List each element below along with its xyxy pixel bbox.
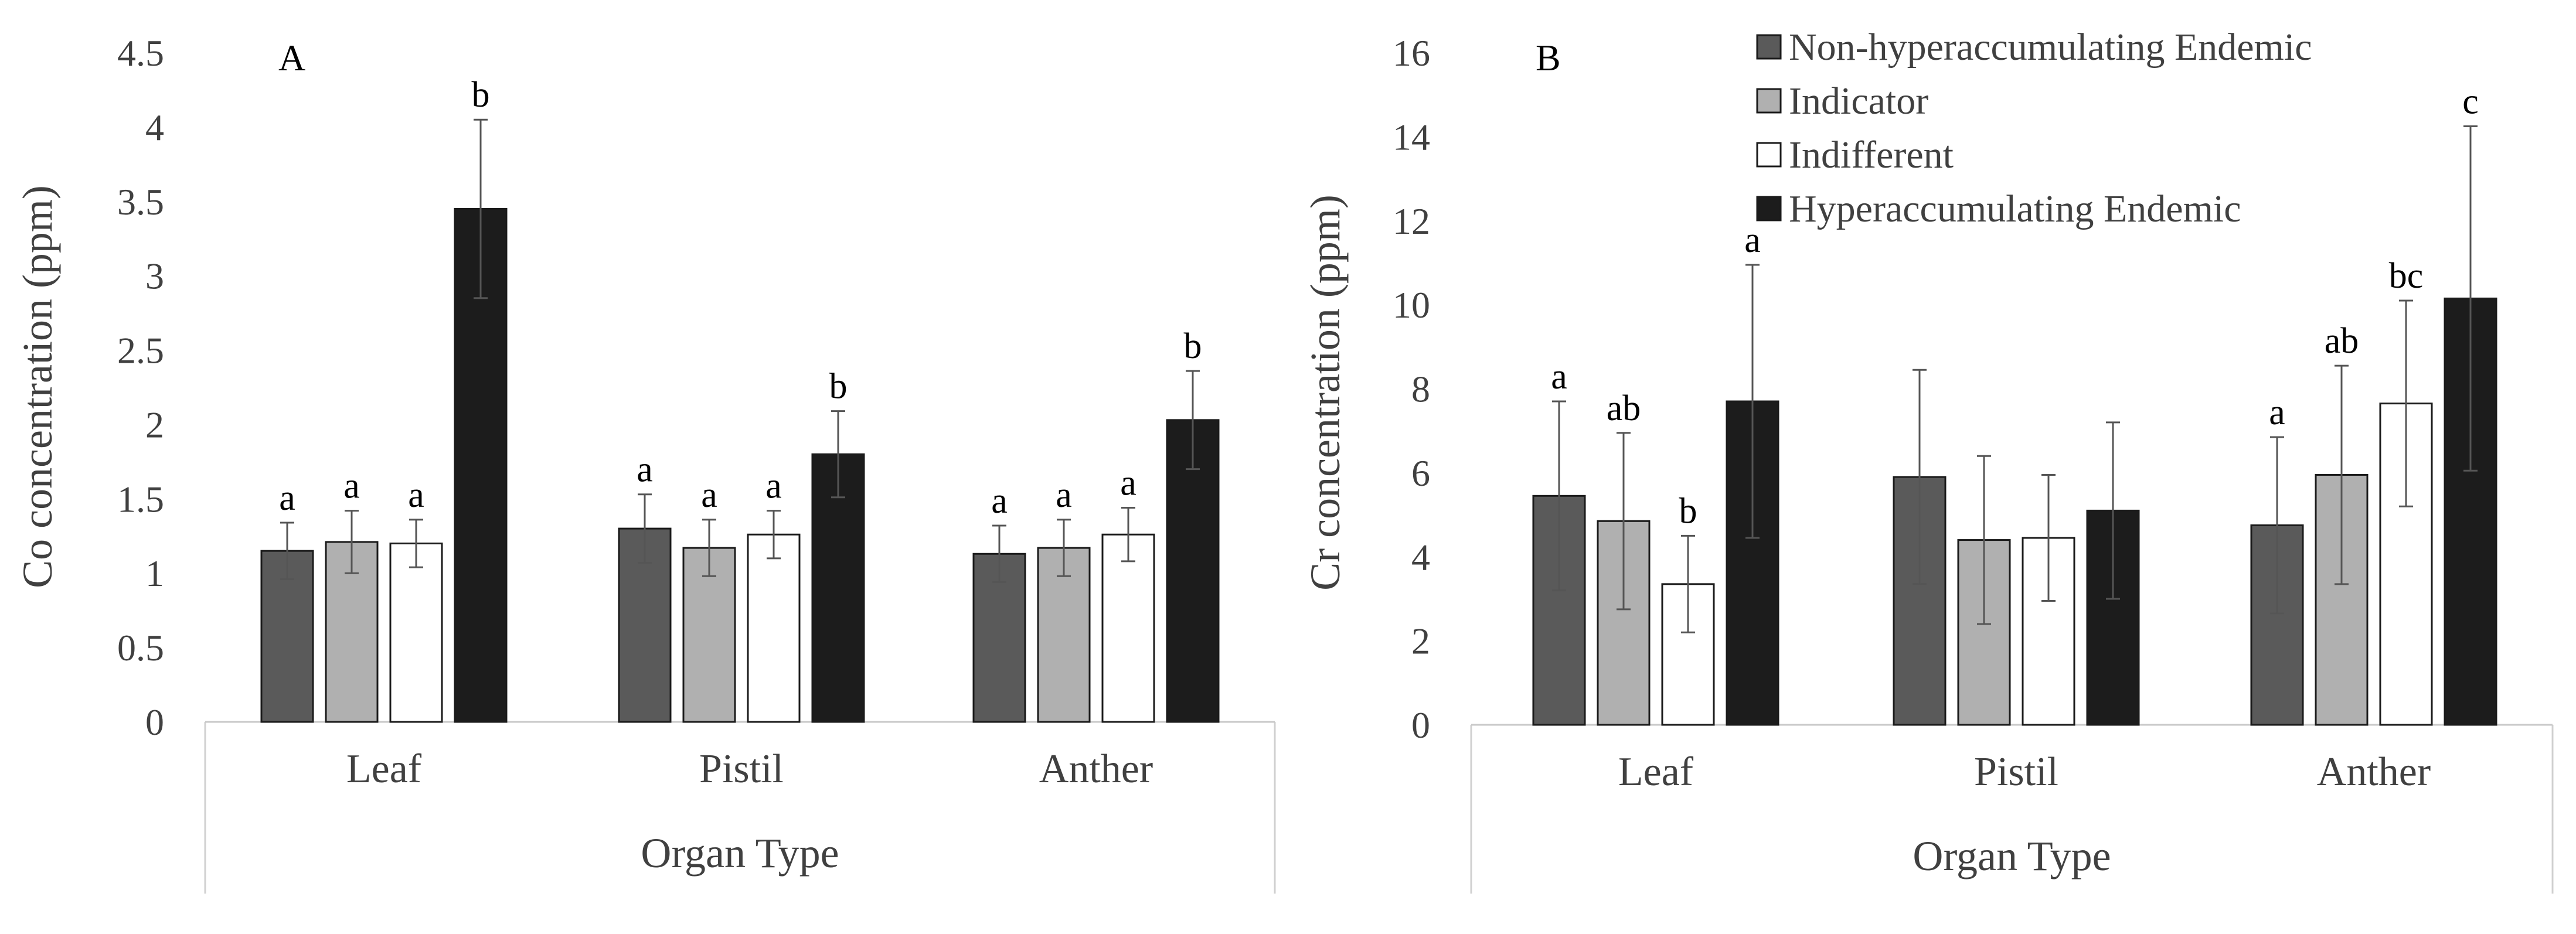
y-tick-label: 4: [145, 107, 164, 148]
legend-swatch: [1757, 89, 1781, 113]
y-tick-label: 2: [1411, 621, 1430, 662]
significance-letter: c: [2462, 81, 2479, 121]
significance-letter: ab: [2325, 321, 2359, 361]
y-tick-label: 16: [1393, 32, 1430, 74]
legend-swatch: [1757, 143, 1781, 166]
y-tick-label: 10: [1393, 284, 1430, 326]
bar: [390, 543, 442, 722]
legend-label: Indicator: [1789, 80, 1928, 122]
legend-swatch: [1757, 197, 1781, 220]
panel-label: B: [1536, 37, 1561, 79]
y-tick-label: 12: [1393, 200, 1430, 242]
significance-letter: a: [279, 478, 295, 518]
legend-label: Non-hyperaccumulating Endemic: [1789, 26, 2312, 69]
category-label: Leaf: [346, 746, 422, 792]
figure: 0 0.5 1 1.5 2 2.5 3 3.5 4 4.5 a a a a a a a a a b b b Leaf Pist…: [0, 0, 2576, 931]
panel-label: A: [278, 37, 305, 79]
y-tick-label: 6: [1411, 452, 1430, 494]
chart-figure: 00.511.522.533.544.5aaaa a aa a abbbLeaf Pist…: [0, 0, 2576, 931]
significance-letter: bc: [2389, 256, 2424, 296]
legend-label: Hyperaccumulating Endemic: [1789, 188, 2241, 230]
y-tick-label: 2.5: [117, 330, 164, 371]
y-tick-label: 4.5: [117, 32, 164, 74]
y-tick-label: 0: [145, 701, 164, 743]
category-label: Leaf: [1618, 749, 1694, 795]
y-axis-title: Cr concentration (ppm): [1302, 195, 1349, 591]
category-label: Pistil: [1974, 749, 2058, 795]
x-axis-title: Organ Type: [641, 830, 839, 877]
x-axis-title: Organ Type: [1913, 833, 2111, 880]
significance-letter: a: [1120, 463, 1136, 503]
y-tick-label: 8: [1411, 369, 1430, 410]
y-tick-label: 1.5: [117, 478, 164, 520]
y-tick-label: 3.5: [117, 181, 164, 223]
significance-letter: a: [1551, 357, 1567, 397]
category-label: Anther: [2317, 749, 2431, 795]
significance-letter: a: [1056, 475, 1072, 515]
significance-letter: b: [829, 367, 848, 407]
legend-swatch: [1757, 35, 1781, 59]
category-label: Anther: [1039, 746, 1153, 792]
y-tick-label: 4: [1411, 536, 1430, 578]
significance-letter: a: [701, 475, 717, 515]
y-tick-label: 0.5: [117, 627, 164, 669]
y-tick-label: 0: [1411, 704, 1430, 746]
y-tick-label: 2: [145, 404, 164, 445]
bar: [748, 534, 799, 722]
y-axis-title: Co concentration (ppm): [14, 185, 61, 588]
legend: Non-hyperaccumulating Endemic Indicator In…: [1757, 26, 2312, 230]
panel-a: 0 0.5 1 1.5 2 2.5 3 3.5 4 4.5 a a a a a a a a a b b b Leaf Pist…: [14, 32, 1275, 894]
significance-letter: a: [1744, 220, 1761, 260]
significance-letter: a: [408, 475, 424, 515]
significance-letter: b: [1679, 491, 1697, 531]
significance-letter: a: [991, 481, 1008, 521]
significance-letter: ab: [1607, 388, 1641, 428]
y-tick-label: 1: [145, 553, 164, 594]
y-tick-label: 14: [1393, 116, 1430, 158]
significance-letter: a: [2269, 393, 2285, 432]
significance-letter: a: [765, 466, 782, 506]
significance-letter: b: [1184, 326, 1202, 366]
category-label: Pistil: [699, 746, 784, 792]
legend-label: Indifferent: [1789, 134, 1954, 176]
significance-letter: b: [472, 75, 490, 115]
significance-letter: a: [637, 450, 653, 490]
bar: [1102, 534, 1154, 722]
y-tick-label: 3: [145, 255, 164, 297]
significance-letter: a: [343, 466, 360, 506]
